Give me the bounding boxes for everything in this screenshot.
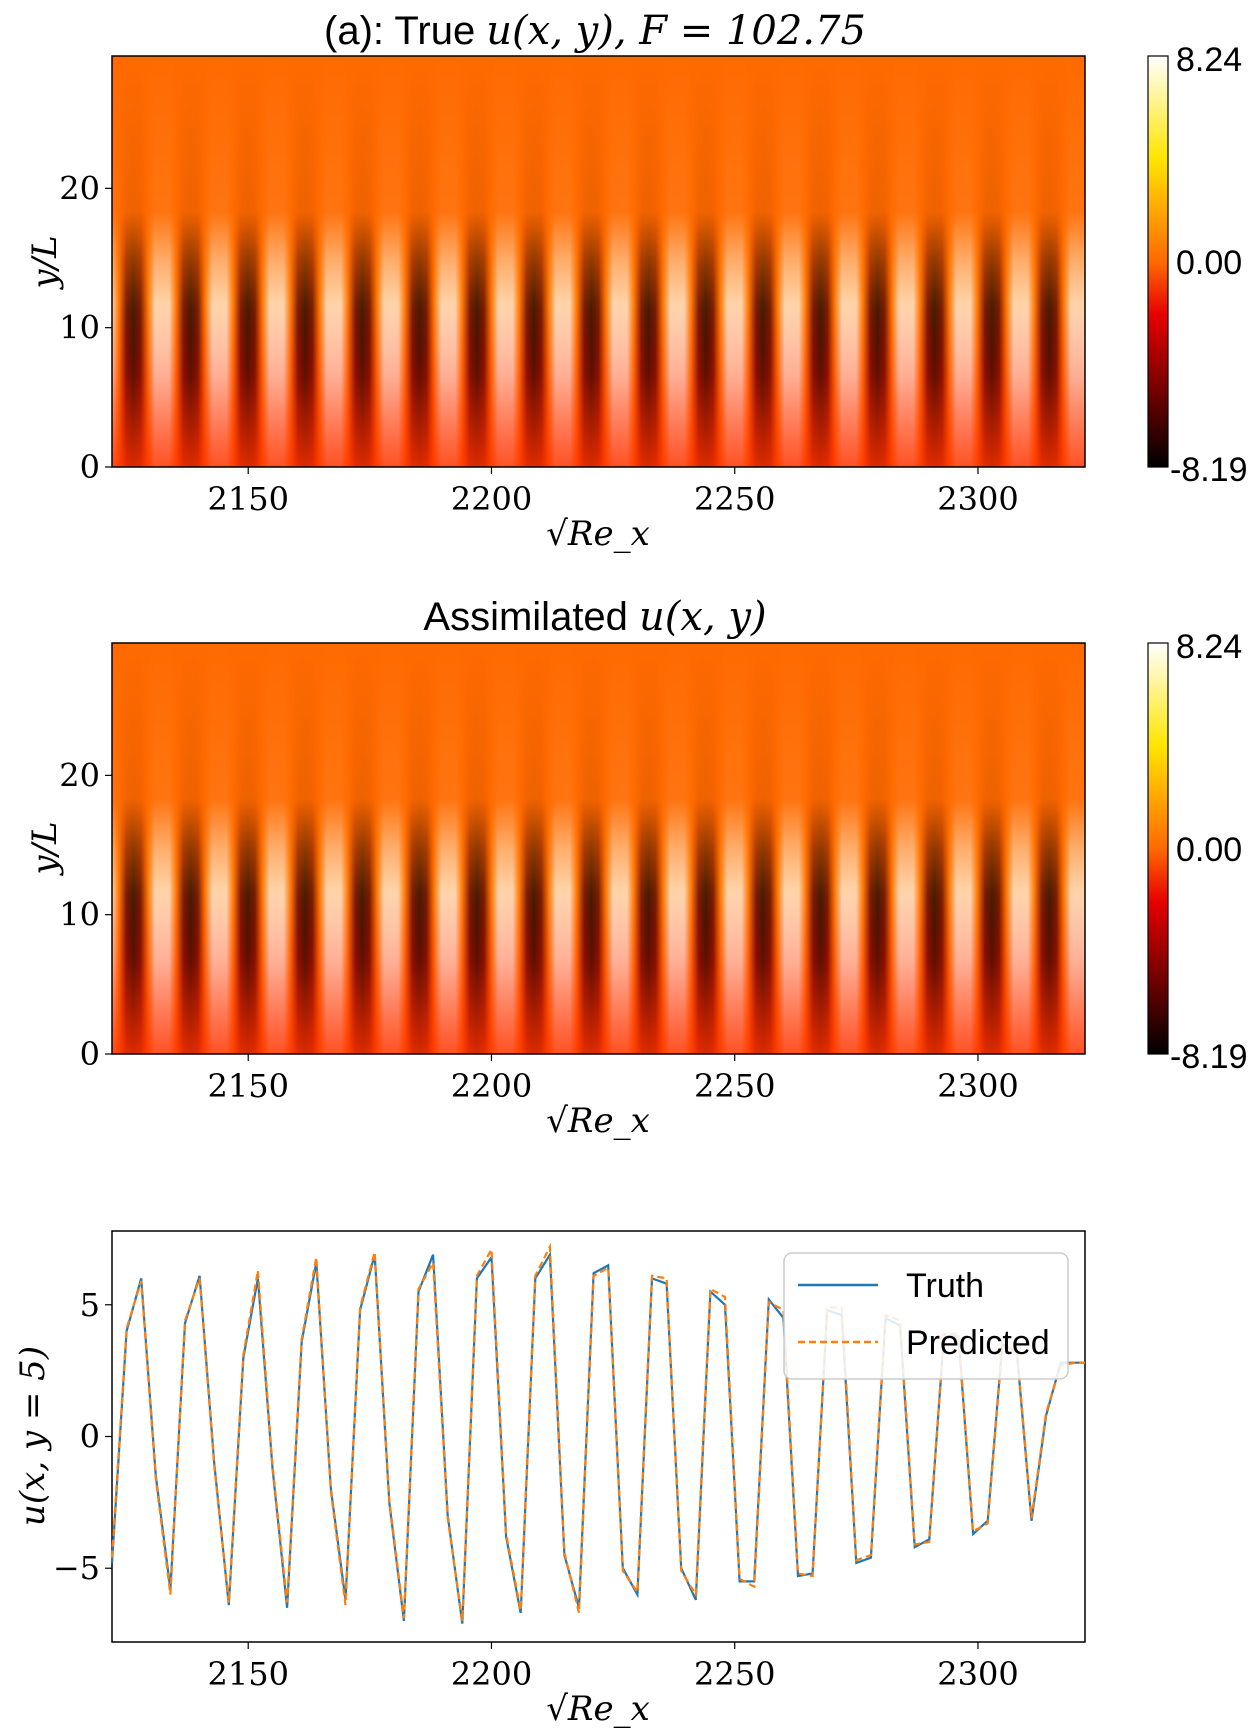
chart-title: Assimilated u(x, y) xyxy=(423,594,766,640)
legend: Truth Predicted xyxy=(783,1252,1069,1380)
y-axis: 5 0 −5 xyxy=(53,1286,112,1587)
y-axis: 0 10 20 xyxy=(59,756,112,1073)
x-tick-label: 2300 xyxy=(937,1655,1018,1693)
x-tick-label: 2300 xyxy=(937,1067,1018,1105)
colorbar-tick-mid: 0.00 xyxy=(1176,244,1242,282)
x-axis-label: √Re_x xyxy=(546,1101,650,1141)
colorbar-tick-max: 8.24 xyxy=(1176,628,1242,666)
heatmap-panel-true: (a): True u(x, y), F = 102.75 2150 2200 22… xyxy=(25,8,1248,554)
series-line-predicted xyxy=(110,1242,1085,1622)
x-tick-label: 2200 xyxy=(451,1655,532,1693)
colorbar-scale xyxy=(1147,55,1169,468)
colorbar-tick-min: -8.19 xyxy=(1170,451,1248,489)
x-tick-label: 2150 xyxy=(208,480,289,518)
x-tick-label: 2300 xyxy=(937,480,1018,518)
x-axis: 2150 2200 2250 2300 xyxy=(208,1642,1019,1693)
y-tick-label: −5 xyxy=(53,1549,100,1587)
line-panel: 2150 2200 2250 2300 50−5 √Re_x u(x, y = 5) … xyxy=(13,1230,1086,1729)
y-tick-label: 0 xyxy=(80,1035,100,1073)
legend-label-predicted: Predicted xyxy=(906,1324,1050,1362)
colorbar-tick-min: -8.19 xyxy=(1170,1038,1248,1076)
y-axis: 0 10 20 xyxy=(59,169,112,486)
x-axis: 2150 2200 2250 2300 xyxy=(208,1054,1019,1105)
x-axis-label: √Re_x xyxy=(546,514,650,554)
x-tick-label: 2250 xyxy=(694,480,775,518)
chart-title: (a): True u(x, y), F = 102.75 xyxy=(324,8,866,54)
plot-area xyxy=(111,642,1086,1055)
colorbar-scale xyxy=(1147,642,1169,1055)
y-tick-label: 10 xyxy=(59,309,100,347)
y-tick-label: 0 xyxy=(80,1418,100,1456)
x-tick-label: 2250 xyxy=(694,1067,775,1105)
y-axis-label: y/L xyxy=(25,235,65,290)
x-tick-label: 2250 xyxy=(694,1655,775,1693)
x-tick-label: 2150 xyxy=(208,1655,289,1693)
colorbar-tick-max: 8.24 xyxy=(1176,41,1242,79)
y-tick-label: 20 xyxy=(59,169,100,207)
plot-frame xyxy=(111,642,1086,1055)
x-axis: 2150 2200 2250 2300 xyxy=(208,467,1019,518)
legend-label-truth: Truth xyxy=(906,1267,984,1305)
plot-area xyxy=(111,55,1086,468)
y-tick-label: 0 xyxy=(80,448,100,486)
plot-frame xyxy=(111,55,1086,468)
y-tick-label: 10 xyxy=(59,896,100,934)
colorbar-tick-mid: 0.00 xyxy=(1176,831,1242,869)
colorbar: 8.24 0.00 -8.19 xyxy=(1147,628,1248,1076)
heatmap-wall-layer xyxy=(112,643,1085,1054)
series-layer xyxy=(110,1242,1085,1624)
x-tick-label: 2200 xyxy=(451,480,532,518)
x-axis-label: √Re_x xyxy=(546,1689,650,1729)
x-tick-label: 2200 xyxy=(451,1067,532,1105)
heatmap-wall-layer xyxy=(112,56,1085,467)
y-tick-label: 20 xyxy=(59,756,100,794)
y-axis-label: y/L xyxy=(25,821,65,876)
y-tick-label: 5 xyxy=(80,1286,100,1324)
x-tick-label: 2150 xyxy=(208,1067,289,1105)
y-axis-label: u(x, y = 5) xyxy=(13,1346,53,1526)
colorbar: 8.24 0.00 -8.19 xyxy=(1147,41,1248,489)
heatmap-panel-assimilated: Assimilated u(x, y) 2150 2200 2250 2300 0 10… xyxy=(25,594,1248,1141)
